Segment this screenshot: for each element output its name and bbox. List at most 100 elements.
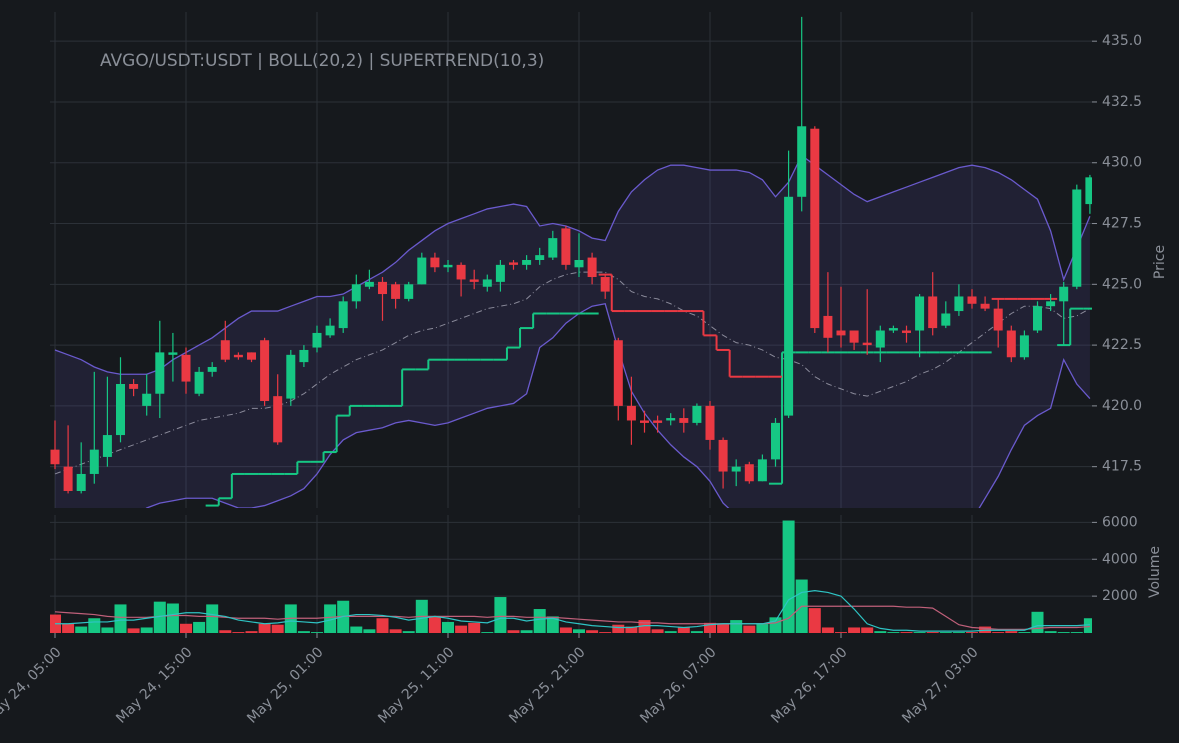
volume-bar: [966, 632, 978, 633]
volume-bar: [114, 604, 127, 633]
volume-bar: [428, 616, 441, 633]
candle-body: [430, 257, 440, 268]
candle-body: [692, 405, 702, 423]
candle-body: [260, 340, 270, 402]
candle-body: [967, 296, 977, 304]
candle-body: [1019, 335, 1029, 358]
volume-bar: [297, 631, 310, 633]
volume-bar: [311, 632, 323, 633]
volume-bar: [599, 632, 612, 633]
volume-bar: [1005, 631, 1018, 633]
volume-bar: [625, 626, 638, 633]
candle-body: [220, 340, 230, 360]
volume-bar: [743, 625, 756, 633]
candle-body: [233, 354, 243, 358]
candle-body: [784, 196, 794, 416]
candle-body: [810, 128, 820, 329]
volume-bar: [690, 631, 703, 633]
chart-title: AVGO/USDT:USDT | BOLL(20,2) | SUPERTREND…: [100, 51, 544, 71]
volume-bar: [573, 629, 585, 633]
volume-bar: [704, 622, 716, 633]
candle-body: [587, 257, 597, 278]
candle-body: [928, 296, 938, 329]
candle-body: [613, 340, 623, 406]
candle-body: [299, 349, 309, 363]
bollinger-middle: [54, 271, 1091, 475]
volume-bar: [1057, 632, 1070, 633]
volume-bar: [952, 632, 965, 633]
candle-body: [89, 449, 99, 474]
volume-bar: [1070, 632, 1083, 633]
volume-bar: [75, 626, 88, 633]
candle-body: [116, 384, 125, 436]
candle-body: [286, 354, 296, 399]
x-tick-label: May 25, 01:00: [244, 644, 326, 726]
candle-body: [129, 384, 139, 389]
volume-bar: [808, 608, 821, 633]
volume-bar: [821, 627, 834, 633]
volume-ma-line: [55, 589, 1090, 632]
candle-body: [875, 330, 885, 348]
candle-body: [247, 352, 256, 360]
y-tick-label: 417.5: [1102, 459, 1142, 475]
candle-body: [469, 279, 479, 282]
candle-body: [1033, 306, 1042, 331]
candle-body: [194, 371, 204, 394]
volume-bar: [219, 630, 232, 633]
volume-bar: [677, 627, 690, 633]
candle-body: [653, 420, 663, 423]
candle-body: [522, 260, 532, 265]
volume-bar: [717, 623, 730, 633]
volume-bar: [180, 623, 192, 633]
x-tick-label: May 25, 21:00: [506, 644, 588, 726]
candle-body: [509, 262, 518, 265]
candle-body: [155, 352, 165, 394]
candle-body: [482, 279, 492, 287]
y-tick-label: 430.0: [1102, 155, 1142, 171]
candle-body: [1006, 330, 1016, 358]
candle-body: [535, 255, 545, 260]
candle-body: [364, 281, 374, 287]
bollinger-upper: [54, 154, 1091, 375]
candle-body: [391, 284, 401, 299]
candle-body: [600, 277, 610, 292]
y-tick-label: 420.0: [1102, 398, 1142, 414]
volume-bar: [1044, 631, 1057, 633]
volume-bar: [232, 632, 245, 633]
volume-bar: [62, 623, 75, 633]
volume-bar: [245, 631, 258, 633]
candle-body: [915, 296, 925, 331]
volume-bar: [363, 629, 376, 633]
x-tick-label: May 26, 07:00: [637, 644, 719, 726]
candle-body: [443, 264, 453, 268]
volume-bar: [612, 624, 625, 633]
volume-bar: [939, 632, 952, 633]
candle-body: [417, 257, 427, 285]
x-tick-label: May 24, 05:00: [0, 644, 65, 726]
bollinger-band-fill: [55, 155, 1090, 508]
candle-body: [574, 260, 584, 268]
volume-bar: [520, 630, 533, 633]
candle-body: [1059, 286, 1069, 302]
candle-body: [168, 352, 178, 355]
volume-bar: [166, 603, 179, 633]
candle-body: [836, 330, 846, 336]
candle-body: [142, 393, 152, 406]
volume-bar: [494, 597, 507, 633]
volume-bar: [389, 629, 402, 633]
y-tick-label: 435.0: [1102, 33, 1142, 49]
bollinger-lower: [145, 303, 1091, 508]
volume-bar: [271, 624, 284, 633]
candle-body: [207, 366, 217, 372]
candle-body: [993, 308, 1003, 331]
volume-bar: [258, 623, 271, 633]
volume-bar: [1018, 632, 1031, 633]
candle-body: [849, 330, 859, 343]
volume-bar: [88, 618, 101, 633]
y-tick-label: 427.5: [1102, 216, 1142, 232]
volume-bar: [140, 627, 153, 633]
volume-bar: [861, 627, 874, 633]
y-tick-label: 432.5: [1102, 94, 1142, 110]
volume-bar: [533, 609, 546, 633]
volume-bar: [664, 631, 677, 633]
